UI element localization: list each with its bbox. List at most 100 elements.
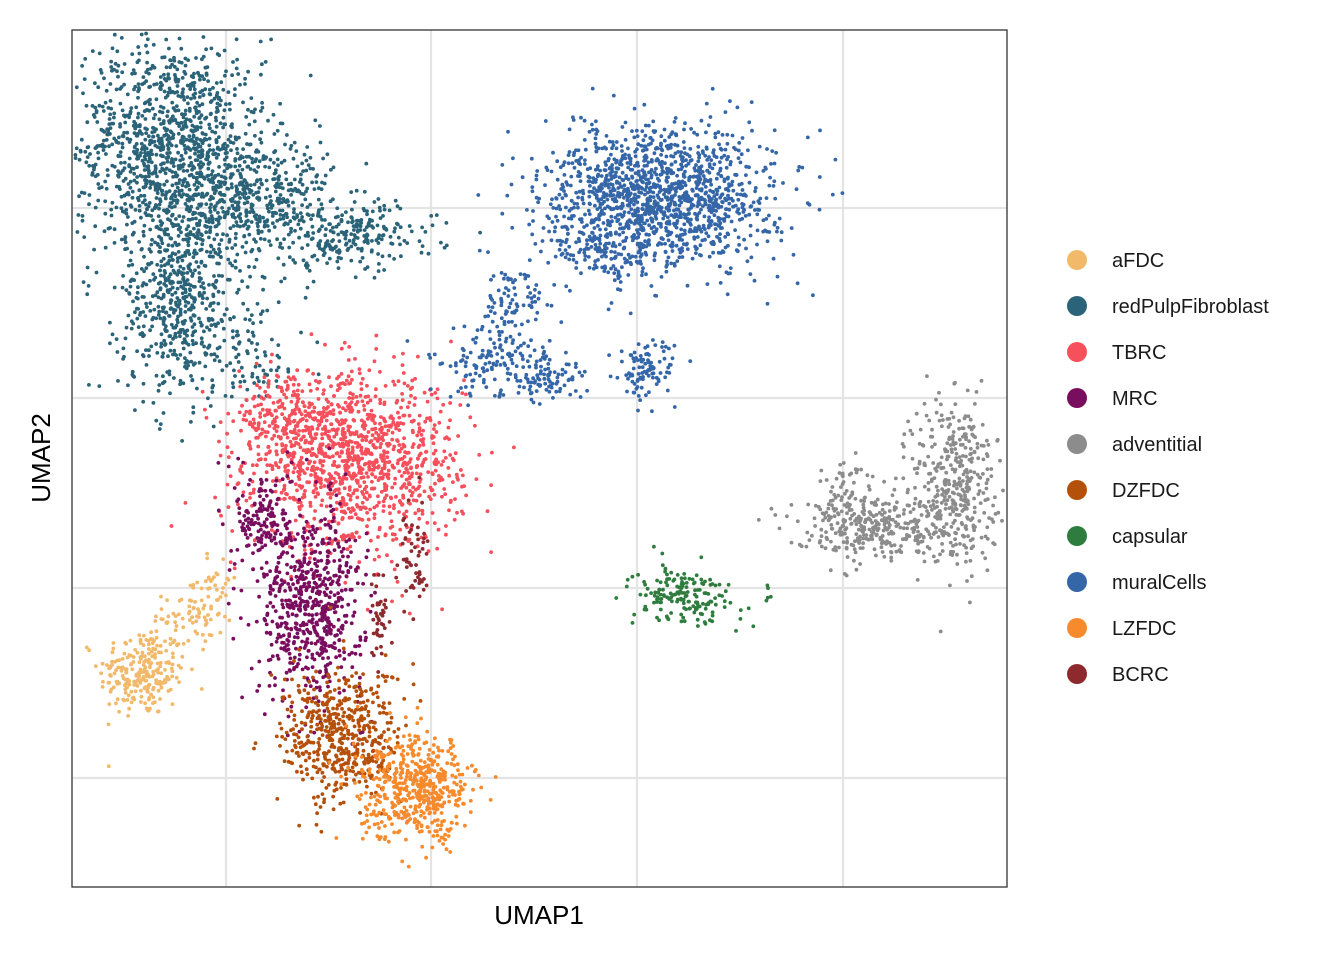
point-redPulpFibroblast	[130, 195, 135, 200]
point-redPulpFibroblast	[310, 224, 315, 229]
point-TBRC	[237, 410, 242, 415]
point-redPulpFibroblast	[90, 171, 95, 175]
point-TBRC	[298, 445, 303, 450]
point-aFDC	[144, 674, 149, 679]
point-MRC	[320, 540, 325, 544]
point-redPulpFibroblast	[212, 358, 217, 363]
point-redPulpFibroblast	[214, 124, 219, 129]
point-redPulpFibroblast	[174, 353, 179, 357]
point-redPulpFibroblast	[147, 171, 151, 176]
point-aFDC	[124, 682, 128, 686]
point-redPulpFibroblast	[223, 162, 228, 167]
point-redPulpFibroblast	[199, 336, 204, 341]
point-MRC	[256, 516, 260, 521]
point-redPulpFibroblast	[202, 176, 207, 181]
point-redPulpFibroblast	[76, 213, 81, 217]
point-redPulpFibroblast	[197, 293, 202, 298]
point-aFDC	[107, 680, 112, 685]
point-TBRC	[337, 422, 342, 427]
point-MRC	[308, 684, 313, 689]
point-redPulpFibroblast	[126, 190, 130, 195]
point-redPulpFibroblast	[259, 140, 264, 145]
point-redPulpFibroblast	[88, 152, 92, 156]
point-redPulpFibroblast	[166, 243, 171, 248]
point-TBRC	[421, 460, 426, 465]
point-redPulpFibroblast	[266, 118, 270, 123]
point-MRC	[265, 508, 270, 512]
point-MRC	[337, 582, 341, 587]
point-redPulpFibroblast	[188, 84, 193, 89]
point-MRC	[361, 581, 365, 586]
point-MRC	[257, 594, 261, 599]
point-redPulpFibroblast	[176, 167, 181, 171]
point-MRC	[322, 640, 327, 645]
point-MRC	[353, 651, 358, 656]
point-aFDC	[206, 594, 211, 599]
point-redPulpFibroblast	[182, 143, 187, 148]
point-TBRC	[244, 409, 249, 414]
point-MRC	[296, 580, 300, 585]
point-TBRC	[297, 507, 302, 512]
point-MRC	[303, 607, 308, 612]
point-redPulpFibroblast	[178, 330, 183, 335]
point-MRC	[271, 604, 276, 609]
point-MRC	[336, 541, 340, 546]
point-redPulpFibroblast	[173, 73, 177, 77]
point-MRC	[358, 638, 363, 642]
point-MRC	[339, 549, 344, 554]
point-MRC	[339, 588, 344, 593]
point-MRC	[323, 517, 327, 521]
point-redPulpFibroblast	[257, 196, 262, 201]
point-redPulpFibroblast	[234, 37, 239, 42]
point-redPulpFibroblast	[278, 193, 283, 197]
point-redPulpFibroblast	[286, 222, 290, 226]
point-aFDC	[160, 617, 165, 622]
point-redPulpFibroblast	[358, 224, 363, 229]
point-redPulpFibroblast	[254, 257, 259, 262]
point-aFDC	[154, 678, 159, 682]
point-redPulpFibroblast	[233, 164, 238, 169]
point-redPulpFibroblast	[143, 184, 148, 189]
point-redPulpFibroblast	[256, 224, 260, 229]
point-redPulpFibroblast	[228, 226, 233, 231]
point-redPulpFibroblast	[328, 229, 333, 233]
point-redPulpFibroblast	[215, 354, 220, 359]
point-redPulpFibroblast	[256, 165, 261, 169]
point-MRC	[294, 586, 298, 591]
point-redPulpFibroblast	[136, 95, 140, 100]
point-MRC	[297, 628, 302, 632]
point-redPulpFibroblast	[159, 223, 164, 228]
point-redPulpFibroblast	[250, 207, 255, 212]
point-redPulpFibroblast	[192, 183, 197, 187]
point-redPulpFibroblast	[185, 95, 190, 99]
point-redPulpFibroblast	[206, 79, 211, 83]
point-TBRC	[356, 409, 361, 414]
point-redPulpFibroblast	[143, 117, 148, 121]
point-redPulpFibroblast	[147, 174, 151, 179]
point-MRC	[312, 730, 317, 735]
point-redPulpFibroblast	[366, 241, 370, 245]
point-redPulpFibroblast	[127, 163, 132, 167]
point-redPulpFibroblast	[257, 214, 262, 219]
point-aFDC	[135, 650, 140, 655]
point-aFDC	[196, 615, 201, 619]
point-redPulpFibroblast	[318, 140, 323, 145]
point-TBRC	[244, 498, 249, 503]
point-TBRC	[344, 462, 349, 467]
point-redPulpFibroblast	[426, 251, 431, 256]
point-redPulpFibroblast	[198, 320, 203, 325]
point-redPulpFibroblast	[175, 67, 180, 72]
point-TBRC	[337, 454, 342, 459]
point-redPulpFibroblast	[181, 192, 186, 197]
point-redPulpFibroblast	[200, 88, 205, 93]
point-MRC	[276, 496, 281, 501]
point-TBRC	[389, 423, 394, 427]
point-TBRC	[346, 447, 351, 452]
point-redPulpFibroblast	[156, 295, 161, 300]
point-redPulpFibroblast	[198, 160, 203, 165]
point-redPulpFibroblast	[231, 385, 236, 390]
point-redPulpFibroblast	[141, 229, 146, 234]
point-redPulpFibroblast	[275, 353, 280, 358]
point-redPulpFibroblast	[112, 285, 117, 290]
point-TBRC	[390, 437, 395, 442]
